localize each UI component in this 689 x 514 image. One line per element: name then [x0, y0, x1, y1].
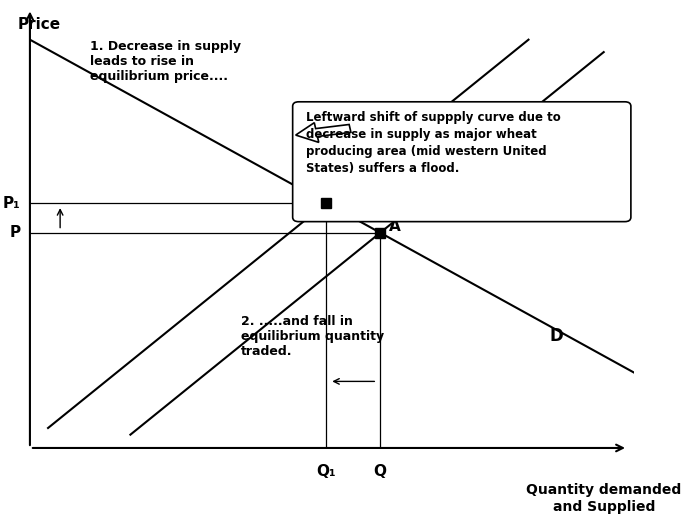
- FancyBboxPatch shape: [293, 102, 631, 222]
- Text: P: P: [10, 225, 21, 240]
- Text: 2. .....and fall in
equilibrium quantity
traded.: 2. .....and fall in equilibrium quantity…: [241, 315, 384, 358]
- Text: S₁: S₁: [387, 137, 406, 155]
- Text: S: S: [522, 116, 534, 134]
- Text: Q₁: Q₁: [316, 464, 336, 479]
- Text: A: A: [389, 218, 401, 233]
- Text: Q: Q: [373, 464, 387, 479]
- Text: Leftward shift of suppply curve due to
decrease in supply as major wheat
produci: Leftward shift of suppply curve due to d…: [306, 111, 561, 175]
- Text: B: B: [336, 189, 347, 204]
- Text: P₁: P₁: [3, 195, 21, 211]
- Text: Price: Price: [18, 17, 61, 32]
- FancyArrow shape: [296, 123, 351, 142]
- Text: Quantity demanded
and Supplied: Quantity demanded and Supplied: [526, 484, 681, 513]
- Text: D: D: [549, 327, 563, 345]
- Text: 1. Decrease in supply
leads to rise in
equilibrium price....: 1. Decrease in supply leads to rise in e…: [90, 40, 241, 83]
